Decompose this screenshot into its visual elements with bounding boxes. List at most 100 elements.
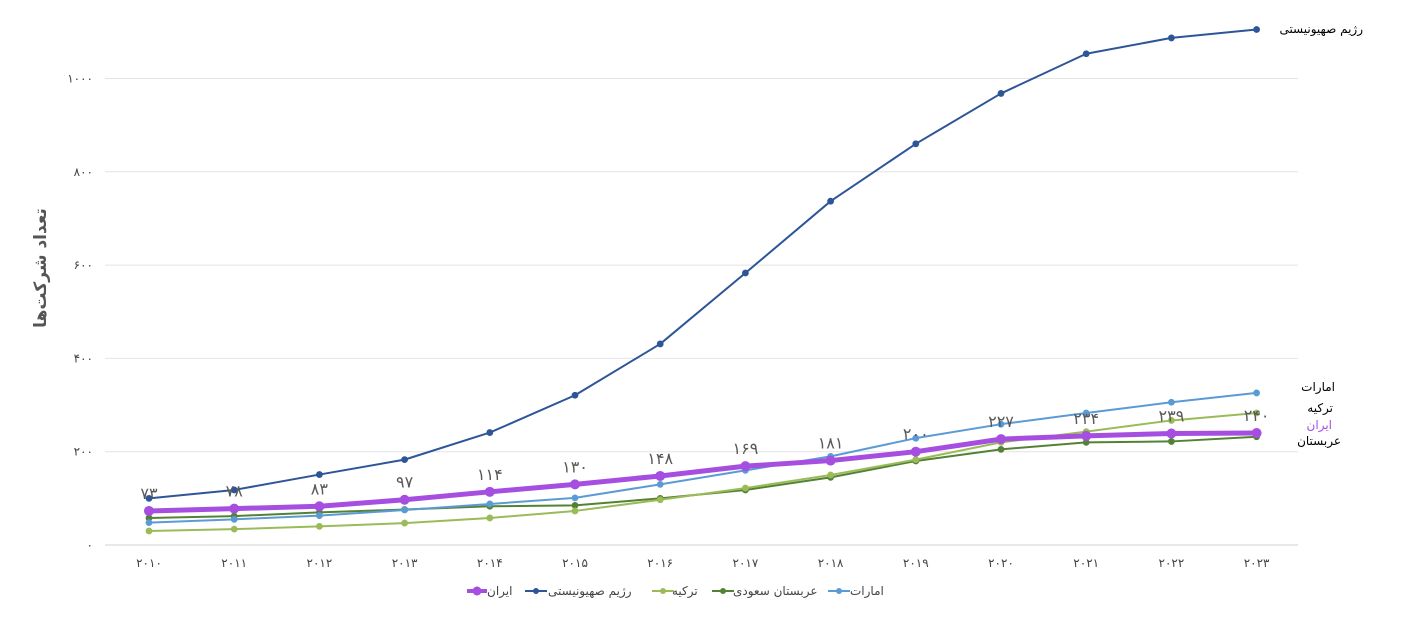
data-point-iran <box>1081 430 1092 441</box>
data-point-iran <box>740 461 751 472</box>
series-line-israel <box>148 28 1258 500</box>
data-label: ۷۳ <box>140 484 158 503</box>
data-point-iran <box>1251 428 1262 439</box>
data-label: ۲۴۰ <box>1244 406 1270 425</box>
data-point-uae <box>997 420 1005 428</box>
series-iran <box>144 428 1262 516</box>
data-label: ۱۶۹ <box>733 439 759 458</box>
x-tick-label: ۲۰۱۶ <box>647 556 673 570</box>
x-axis-ticks: ۲۰۱۰ ۲۰۱۱ ۲۰۱۲ ۲۰۱۳ ۲۰۱۴ ۲۰۱۵ ۲۰۱۶ ۲۰۱۷ ۲۰۱۸ ۲۰۱۹… <box>136 556 1270 570</box>
data-point-israel <box>656 340 664 348</box>
x-tick-label: ۲۰۱۲ <box>307 556 333 570</box>
legend-label-uae: امارات <box>850 584 884 599</box>
legend-item-israel: رژیم صهیونیستی <box>525 584 632 599</box>
data-point-saudi <box>1168 438 1175 445</box>
data-label: ۲۳۹ <box>1159 407 1185 426</box>
y-tick-label: ۲۰۰ <box>74 445 93 459</box>
legend-item-turkey: ترکیه <box>652 584 698 599</box>
legend-label-iran: ایران <box>487 584 512 599</box>
y-tick-label: ۰ <box>87 538 93 552</box>
y-tick-label: ۸۰۰ <box>74 165 93 179</box>
data-point-uae <box>1082 409 1090 417</box>
x-tick-label: ۲۰۱۰ <box>136 556 162 570</box>
data-point-turkey <box>401 519 408 527</box>
data-point-uae <box>656 480 664 488</box>
x-tick-label: ۲۰۲۲ <box>1159 556 1185 570</box>
x-tick-label: ۲۰۲۱ <box>1073 556 1099 570</box>
data-point-israel <box>316 471 323 478</box>
x-tick-label: ۲۰۱۸ <box>818 556 844 570</box>
data-point-turkey <box>1168 417 1175 424</box>
data-point-iran <box>399 494 410 505</box>
data-point-uae <box>230 515 238 523</box>
data-point-iran <box>996 434 1006 445</box>
data-label: ۷۸ <box>226 482 244 501</box>
data-point-israel <box>742 269 749 277</box>
data-label: ۱۴۸ <box>647 449 673 468</box>
data-point-iran <box>1166 428 1177 439</box>
legend-label-israel: رژیم صهیونیستی <box>548 584 632 599</box>
data-point-turkey <box>742 484 749 492</box>
data-point-israel <box>827 197 834 205</box>
data-point-israel <box>486 429 494 436</box>
data-point-israel <box>1082 50 1090 58</box>
x-tick-label: ۲۰۱۳ <box>392 556 418 570</box>
legend-item-iran: ایران <box>467 584 512 599</box>
legend-label-turkey: ترکیه <box>672 584 698 599</box>
data-point-uae <box>145 519 153 527</box>
data-point-turkey <box>316 522 323 530</box>
y-axis-label: تعداد شرکت‌ها <box>31 208 51 328</box>
data-label: ۱۸۱ <box>818 434 844 453</box>
y-tick-label: ۴۰۰ <box>74 351 93 365</box>
data-point-turkey <box>912 456 920 464</box>
legend-label-saudi: عربستان سعودی <box>733 584 818 599</box>
data-label: ۲۲۷ <box>988 412 1014 431</box>
x-tick-label: ۲۰۲۳ <box>1244 556 1270 570</box>
data-point-uae <box>1168 398 1175 406</box>
end-label: رژیم صهیونیستی <box>1279 22 1363 37</box>
legend-marker-israel <box>533 588 539 594</box>
legend-item-uae: امارات <box>828 584 884 599</box>
data-point-uae <box>401 506 408 514</box>
data-point-israel <box>1253 26 1260 33</box>
data-labels: ۷۳ ۷۸ ۸۳ ۹۷ ۱۱۴ ۱۳۰ ۱۴۸ ۱۶۹ ۱۸۱ ۲۰۰ ۲۲۷ ۲۳۴ ۲۳۹ ۲۴۰ <box>140 406 1269 503</box>
legend-marker-uae <box>836 588 842 594</box>
data-point-saudi <box>997 445 1005 453</box>
data-point-iran <box>655 470 666 481</box>
data-point-saudi <box>1082 438 1090 446</box>
x-tick-label: ۲۰۲۰ <box>988 556 1014 570</box>
data-point-uae <box>571 494 579 502</box>
data-point-israel <box>912 140 920 148</box>
data-point-iran <box>570 479 580 490</box>
data-point-turkey <box>230 525 238 533</box>
data-point-israel <box>571 391 579 399</box>
data-label: ۸۳ <box>311 479 329 498</box>
data-point-turkey <box>656 496 664 504</box>
data-point-israel <box>230 486 238 494</box>
end-label: ایران <box>1307 418 1332 433</box>
data-point-israel <box>401 456 408 464</box>
x-tick-label: ۲۰۱۵ <box>562 556 588 570</box>
data-point-iran <box>229 503 240 514</box>
data-point-iran <box>314 501 325 512</box>
data-label: ۹۷ <box>396 473 414 492</box>
series-lines <box>144 26 1262 535</box>
data-point-israel <box>145 494 153 502</box>
data-point-israel <box>1168 34 1175 42</box>
x-tick-label: ۲۰۱۹ <box>903 556 929 570</box>
series-line-iran <box>146 430 1260 514</box>
end-label: امارات <box>1301 380 1335 395</box>
data-point-iran <box>144 505 154 516</box>
legend-marker-saudi <box>720 588 726 594</box>
legend: ایران رژیم صهیونیستی ترکیه عربستان سعودی اما… <box>467 584 884 599</box>
data-label: ۱۱۴ <box>477 465 503 484</box>
legend-item-saudi: عربستان سعودی <box>712 584 818 599</box>
x-tick-label: ۲۰۱۱ <box>221 556 247 570</box>
series-turkey <box>145 409 1260 535</box>
data-point-israel <box>997 90 1005 97</box>
data-point-uae <box>912 434 920 442</box>
series-line-uae <box>148 391 1258 524</box>
